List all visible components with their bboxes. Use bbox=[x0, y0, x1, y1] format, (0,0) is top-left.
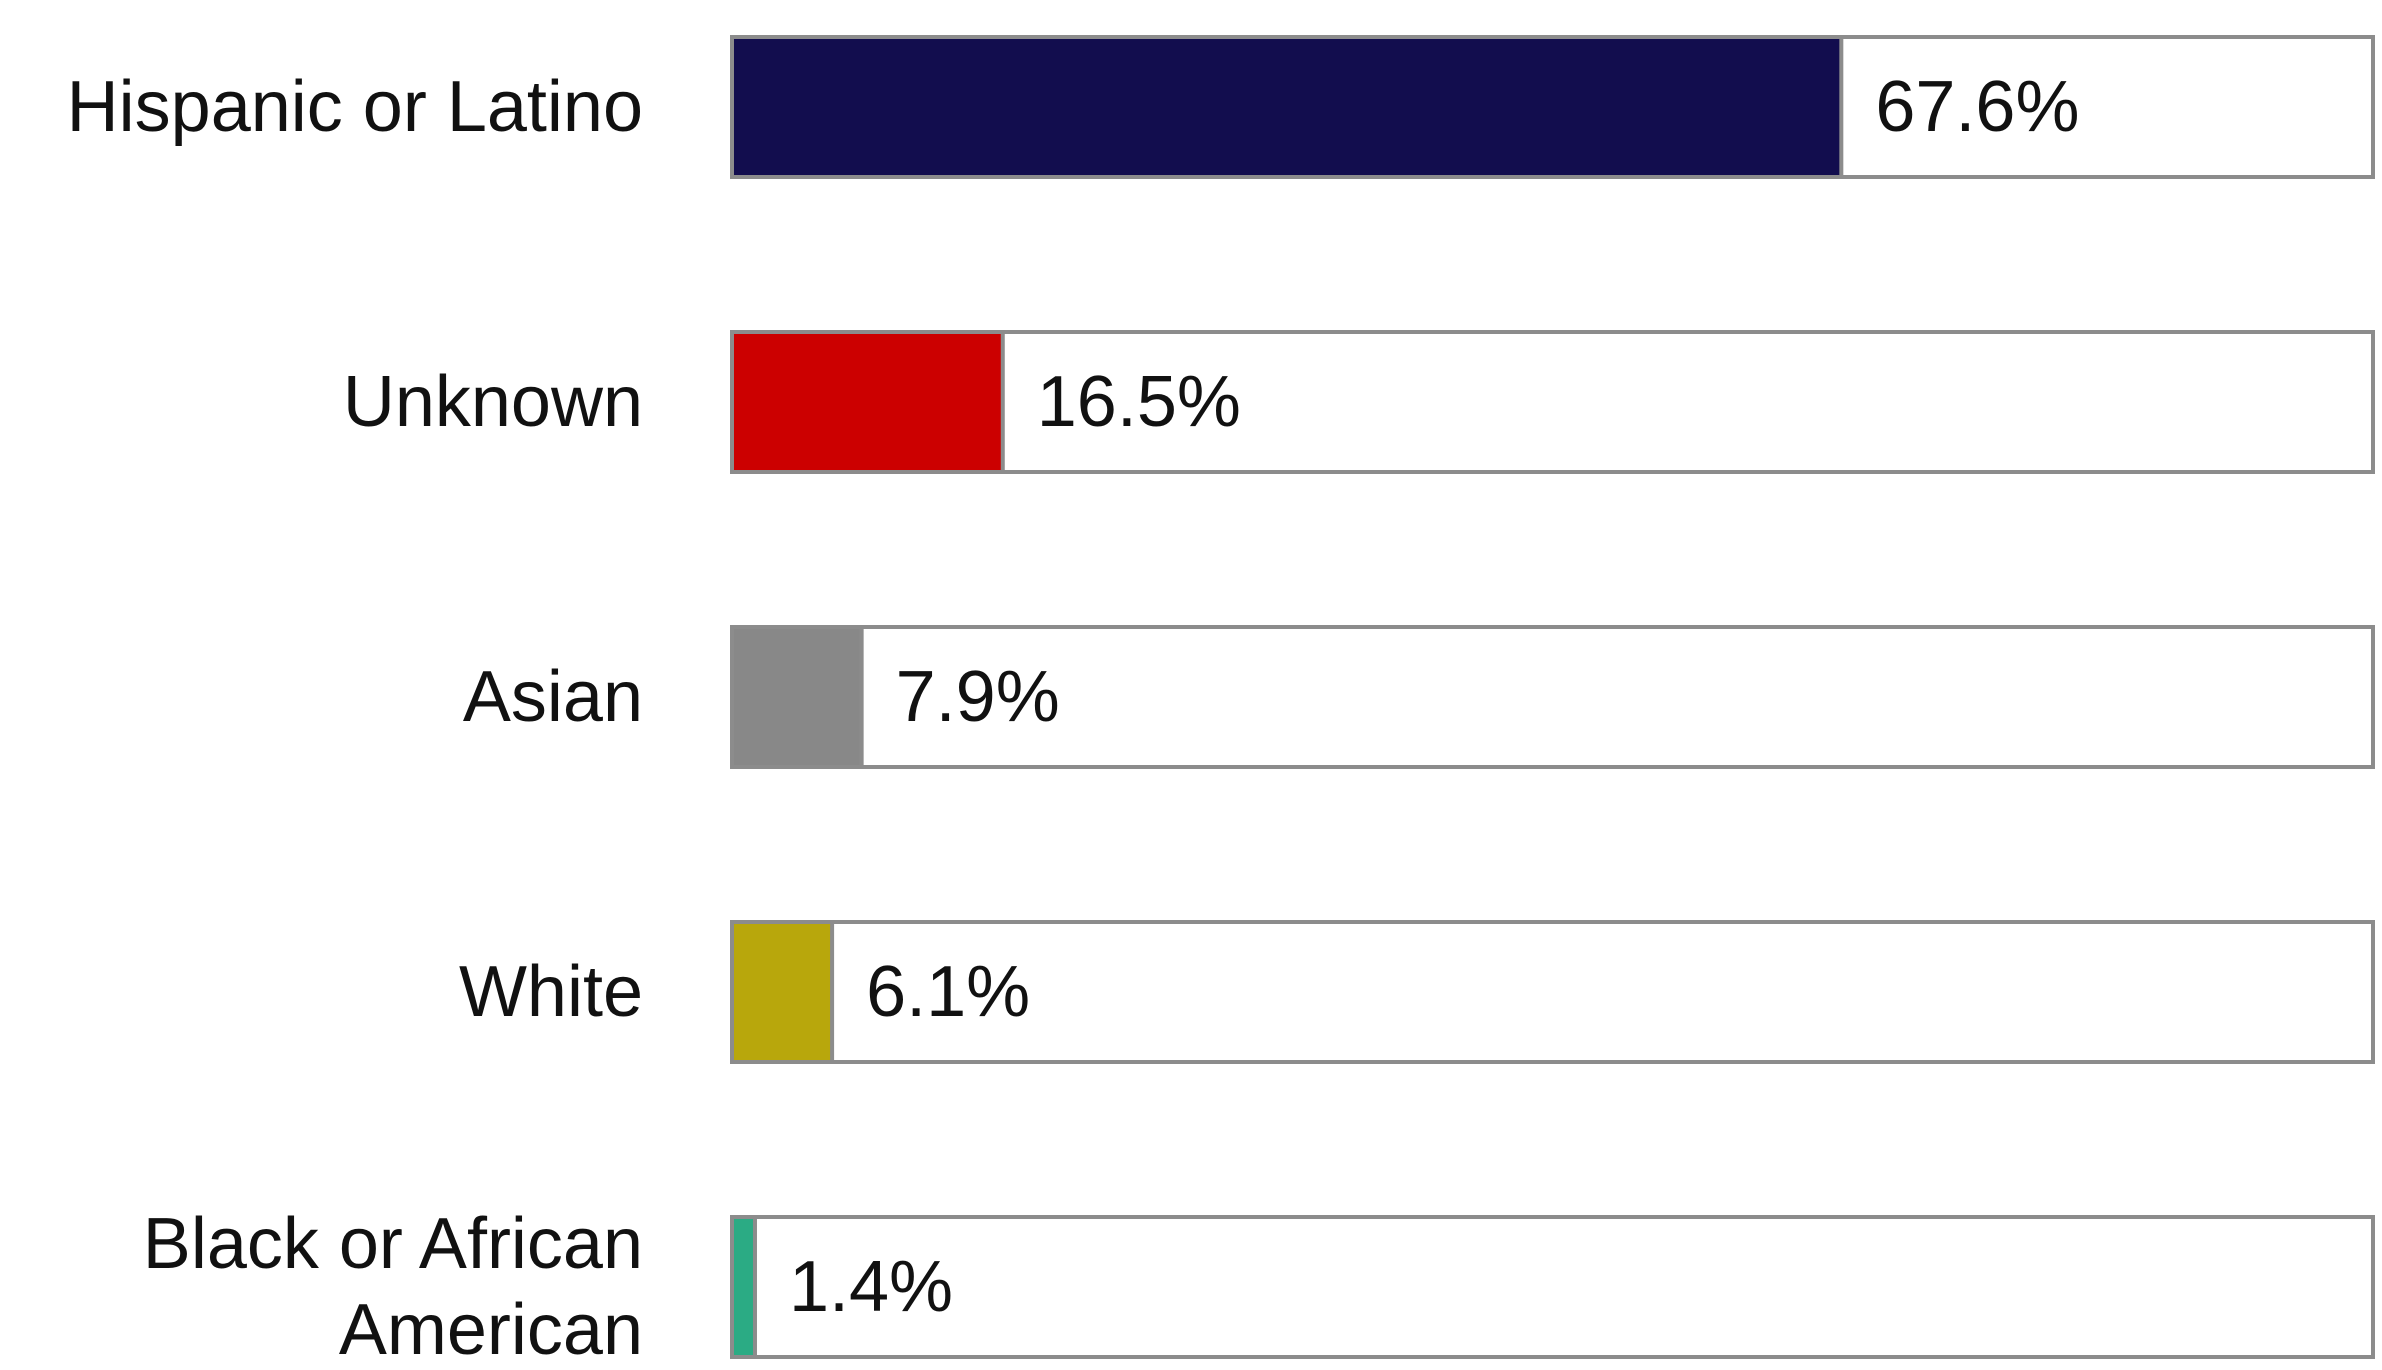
category-label: White bbox=[459, 952, 643, 1032]
bar bbox=[730, 330, 1005, 474]
bars-layer: Hispanic or Latino 67.6% Unknown 16.5% Asian… bbox=[67, 35, 2375, 1370]
value-label: 16.5% bbox=[1037, 362, 1241, 442]
category-label: Asian bbox=[463, 657, 643, 737]
bar-row: White 6.1% bbox=[459, 920, 2375, 1064]
bar-row: Asian 7.9% bbox=[463, 625, 2375, 769]
bar bbox=[730, 1215, 757, 1359]
category-label: Black or African bbox=[143, 1204, 643, 1284]
bar-row: Unknown 16.5% bbox=[343, 330, 2375, 474]
bar-row: Hispanic or Latino 67.6% bbox=[67, 35, 2375, 179]
bar bbox=[730, 35, 1844, 179]
value-label: 6.1% bbox=[866, 952, 1030, 1032]
bar-track bbox=[730, 625, 2375, 769]
bar bbox=[730, 625, 864, 769]
category-label: Hispanic or Latino bbox=[67, 67, 643, 147]
value-label: 7.9% bbox=[896, 657, 1060, 737]
category-label: Unknown bbox=[343, 362, 643, 442]
bar-track bbox=[730, 1215, 2375, 1359]
value-label: 67.6% bbox=[1875, 67, 2079, 147]
bar-track bbox=[730, 330, 2375, 474]
category-label: American bbox=[339, 1290, 643, 1370]
value-label: 1.4% bbox=[789, 1247, 953, 1327]
bar-track bbox=[730, 920, 2375, 1064]
bar bbox=[730, 920, 835, 1064]
